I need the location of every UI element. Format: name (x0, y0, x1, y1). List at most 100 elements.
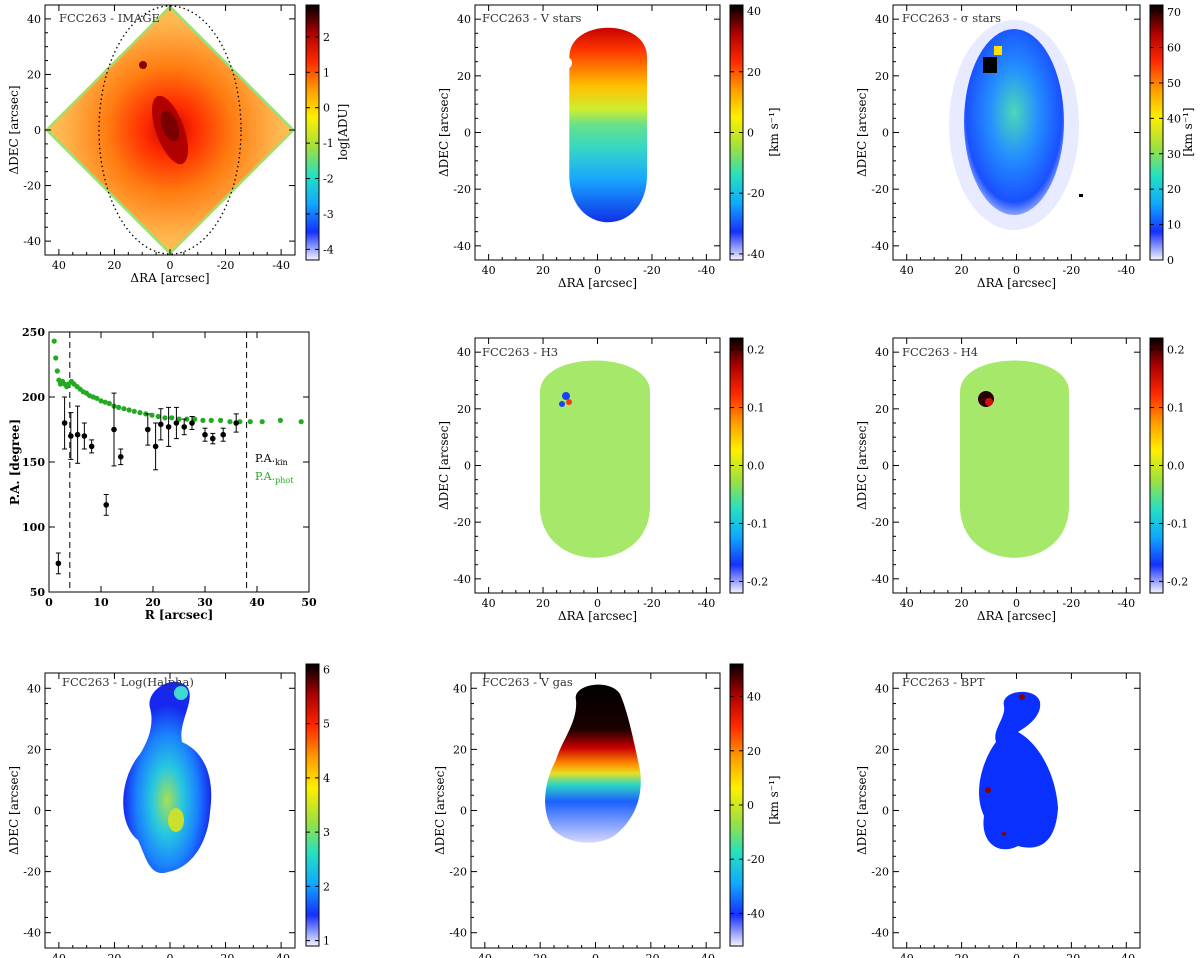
pa-phot-point (94, 395, 100, 401)
pa-phot-point (155, 413, 161, 420)
sigma-ytick-label: 20 (875, 70, 889, 83)
vgas-ylabel: ΔDEC [arcsec] (433, 766, 447, 855)
panel-pa: 0 10 20 30 40 50 50 100 150 200 250 R [arcsec] P.A. … (8, 326, 317, 622)
panel-vstars: 40 20 0 -20 -40 -40 -20 0 20 40 ΔRA [arcsec] ΔDEC [… (437, 4, 781, 290)
h4-colorbar: -0.2 -0.1 0.0 0.1 0.2 (1149, 337, 1188, 594)
vstars-xtick-label: 40 (482, 264, 496, 277)
pa-phot-point (298, 419, 304, 425)
halpha-colorbar-tick-label: 6 (323, 663, 330, 676)
sigma-axes: 40 20 0 -20 -40 -40 -20 0 20 40 ΔRA [arcsec] ΔDEC [… (855, 4, 1141, 290)
pa-phot-point (98, 398, 104, 404)
h3-colorbar-tick-label: -0.2 (747, 575, 768, 588)
sigma-colorbar-tick-label: 70 (1167, 6, 1181, 19)
sigma-xtick-label: -40 (1117, 264, 1135, 277)
image-colorbar-tick-label: 2 (323, 31, 330, 44)
h3-colorbar-tick-label: 0.1 (747, 402, 765, 415)
h4-xtick-label: -20 (1063, 597, 1081, 610)
pa-kin-point (103, 502, 109, 508)
halpha-ylabel: ΔDEC [arcsec] (7, 766, 21, 855)
pa-phot-point (259, 419, 265, 425)
vgas-title: FCC263 - V gas (482, 675, 573, 689)
image-colorbar-ramp (305, 4, 320, 261)
vstars-colorbar-label: [km s⁻¹] (767, 107, 781, 156)
pa-kin-point (81, 433, 88, 439)
pa-kin-point (181, 424, 187, 430)
vgas-ytick-label: 20 (453, 743, 467, 756)
vgas-colorbar-label: [km s⁻¹] (767, 775, 781, 824)
image-ytick-label: 40 (27, 13, 41, 26)
halpha-ytick-label: 20 (27, 743, 41, 756)
image-colorbar-tick-label: 0 (323, 102, 330, 115)
pa-axes: 0 10 20 30 40 50 50 100 150 200 250 R [arcsec] P.A. … (8, 326, 317, 622)
pa-phot-point (192, 416, 198, 422)
sigma-title: FCC263 - σ stars (902, 11, 1001, 25)
h3-colorbar-tick-label: 0.2 (747, 344, 765, 357)
bpt-xtick-label: -40 (1117, 952, 1135, 958)
sigma-colorbar-tick-label: 0 (1167, 254, 1174, 267)
pa-xlabel: R [arcsec] (145, 608, 214, 622)
vgas-colorbar: -40 -20 0 20 40 (729, 663, 765, 947)
vstars-xtick-label: 0 (594, 264, 601, 277)
halpha-colorbar: 1 2 3 4 5 6 (305, 663, 330, 948)
bpt-red-spot-3 (1002, 832, 1006, 836)
image-title: FCC263 - IMAGE (59, 11, 160, 25)
pa-phot-point (53, 355, 59, 361)
h3-map (540, 360, 650, 558)
vgas-xtick-label: -40 (697, 952, 715, 958)
bpt-xtick-label: 20 (955, 952, 969, 958)
vgas-colorbar-tick-label: -40 (747, 907, 765, 920)
pa-phot-point (277, 417, 283, 423)
vstars-hole (560, 57, 572, 69)
pa-phot-point (218, 417, 224, 423)
pa-kin-point (233, 420, 239, 426)
vstars-ytick-label: -40 (453, 240, 471, 253)
sigma-xlabel: ΔRA [arcsec] (977, 276, 1056, 290)
h3-xtick-label: 0 (594, 597, 601, 610)
pa-kin-point (165, 424, 172, 430)
h3-xtick-label: -40 (698, 597, 716, 610)
h3-xtick-label: -20 (643, 597, 661, 610)
h3-colorbar-tick-label: -0.1 (747, 517, 768, 530)
bpt-title: FCC263 - BPT (902, 675, 985, 689)
halpha-knot-2 (174, 686, 188, 700)
pa-phot-point (121, 406, 127, 412)
vstars-xlabel: ΔRA [arcsec] (558, 276, 637, 290)
image-xtick-label: 20 (107, 259, 121, 272)
vgas-colorbar-tick-label: 20 (747, 745, 761, 758)
sigma-hotspot (983, 57, 997, 73)
sigma-xtick-label: -20 (1063, 264, 1081, 277)
pa-phot-point (126, 407, 132, 413)
h3-xlabel: ΔRA [arcsec] (558, 609, 637, 623)
h4-xtick-label: 40 (900, 597, 914, 610)
h4-title: FCC263 - H4 (902, 345, 978, 359)
sigma-colorbar-label: [km s⁻¹] (1181, 107, 1195, 156)
bpt-red-spot-2 (1019, 694, 1025, 700)
vstars-colorbar-tick-label: -40 (747, 248, 765, 261)
pa-phot-point (54, 368, 60, 374)
vgas-xtick-label: 40 (478, 952, 492, 958)
pa-phot-point (131, 408, 137, 414)
pa-phot-point (51, 338, 57, 344)
vgas-ytick-label: 0 (460, 805, 467, 818)
bpt-ylabel: ΔDEC [arcsec] (855, 766, 869, 855)
halpha-colorbar-tick-label: 5 (323, 718, 330, 731)
pa-phot-point (247, 419, 253, 425)
pa-phot-point (162, 415, 168, 421)
halpha-knot (168, 808, 184, 832)
vstars-colorbar-tick-label: 20 (747, 66, 761, 79)
halpha-colorbar-tick-label: 3 (323, 826, 330, 839)
image-ytick-label: 20 (27, 68, 41, 81)
bpt-xtick-label: -20 (1063, 952, 1081, 958)
sigma-yellow-spot (994, 46, 1002, 55)
h4-xtick-label: 20 (955, 597, 969, 610)
image-colorbar-tick-label: -4 (323, 243, 334, 256)
pa-kin-point (74, 431, 81, 438)
halpha-xtick-label: 40 (52, 952, 66, 958)
h4-xtick-label: 0 (1013, 597, 1020, 610)
pa-kin-point (68, 433, 74, 439)
vstars-xtick-label: -20 (643, 264, 661, 277)
halpha-ytick-label: 0 (34, 805, 41, 818)
panel-sigma: 40 20 0 -20 -40 -40 -20 0 20 40 ΔRA [arcsec] ΔDEC [… (855, 4, 1195, 290)
h3-ytick-label: 40 (457, 346, 471, 359)
